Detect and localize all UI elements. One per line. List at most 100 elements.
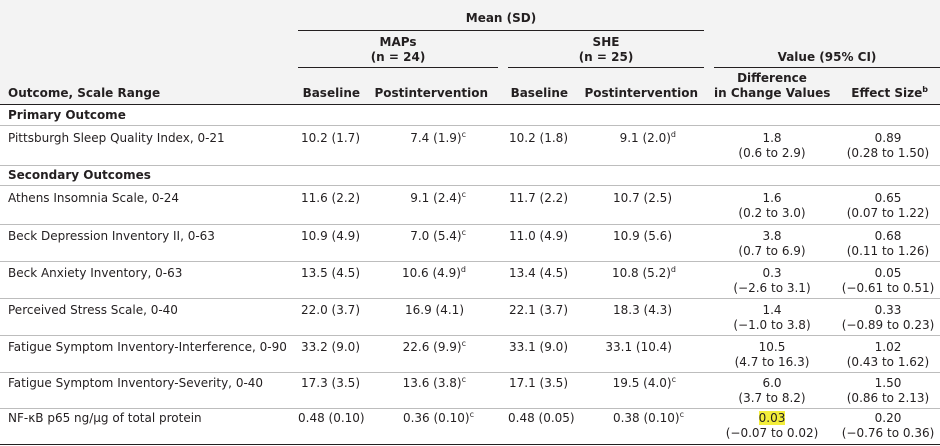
difference-ci: (4.7 to 16.3) bbox=[734, 355, 810, 369]
she-post-value: 10.9 (5.6) bbox=[613, 229, 672, 243]
mean-sd-header: Mean (SD) bbox=[465, 11, 537, 25]
she-baseline-value: 11.0 (4.9) bbox=[509, 229, 568, 243]
she-baseline-value: 13.4 (4.5) bbox=[509, 266, 568, 280]
difference-ci: (0.2 to 3.0) bbox=[738, 206, 806, 220]
highlighted-value: 0.03 bbox=[758, 411, 786, 425]
outcome-label: NF-κB p65 ng/μg of total protein bbox=[8, 411, 202, 425]
row-rule bbox=[0, 408, 940, 409]
row-rule bbox=[0, 298, 940, 299]
she-post-value: 9.1 (2.0)d bbox=[619, 130, 676, 146]
maps-baseline-value: 10.9 (4.9) bbox=[301, 229, 360, 243]
difference-value: 0.3 bbox=[762, 266, 782, 280]
value-rule bbox=[714, 67, 940, 68]
she-baseline-header: Baseline bbox=[510, 86, 568, 100]
maps-post-value: 9.1 (2.4)c bbox=[410, 190, 466, 206]
difference-ci: (3.7 to 8.2) bbox=[738, 391, 806, 405]
row-rule bbox=[0, 165, 940, 166]
she-post-header: Postintervention bbox=[584, 86, 698, 100]
row-rule bbox=[0, 185, 940, 186]
row-rule bbox=[0, 224, 940, 225]
effect-size-value: 0.33 bbox=[874, 303, 902, 317]
maps-post-value: 16.9 (4.1) bbox=[405, 303, 464, 317]
mean-sd-rule bbox=[298, 30, 704, 31]
she-rule bbox=[508, 67, 704, 68]
difference-ci: (0.6 to 2.9) bbox=[738, 146, 806, 160]
she-baseline-value: 22.1 (3.7) bbox=[509, 303, 568, 317]
she-post-value: 33.1 (10.4) bbox=[605, 340, 672, 354]
outcome-label: Pittsburgh Sleep Quality Index, 0-21 bbox=[8, 131, 225, 145]
she-post-value: 10.8 (5.2)d bbox=[611, 265, 676, 281]
effect-size-value: 1.50 bbox=[874, 376, 902, 390]
section-secondary: Secondary Outcomes bbox=[8, 168, 151, 182]
she-post-value: 18.3 (4.3) bbox=[613, 303, 672, 317]
maps-post-value: 0.36 (0.10)c bbox=[402, 410, 474, 426]
outcome-label: Beck Anxiety Inventory, 0-63 bbox=[8, 266, 183, 280]
difference-value: 1.6 bbox=[762, 191, 782, 205]
maps-n-header: (n = 24) bbox=[370, 50, 426, 64]
maps-baseline-value: 22.0 (3.7) bbox=[301, 303, 360, 317]
value-ci-header: Value (95% CI) bbox=[777, 50, 877, 64]
effect-size-value: 1.02 bbox=[874, 340, 902, 354]
outcome-col-header: Outcome, Scale Range bbox=[8, 86, 161, 100]
maps-rule bbox=[298, 67, 498, 68]
row-rule bbox=[0, 261, 940, 262]
effect-size-ci: (0.43 to 1.62) bbox=[846, 355, 930, 369]
she-baseline-value: 17.1 (3.5) bbox=[509, 376, 568, 390]
maps-post-value: 7.4 (1.9)c bbox=[410, 130, 466, 146]
she-post-value: 19.5 (4.0)c bbox=[612, 375, 676, 391]
header-band bbox=[0, 0, 940, 104]
she-baseline-value: 11.7 (2.2) bbox=[509, 191, 568, 205]
effect-size-value: 0.89 bbox=[874, 131, 902, 145]
difference-ci: (0.7 to 6.9) bbox=[738, 244, 806, 258]
difference-ci: (−0.07 to 0.02) bbox=[725, 426, 819, 440]
effect-size-value: 0.20 bbox=[874, 411, 902, 425]
outcome-label: Athens Insomnia Scale, 0-24 bbox=[8, 191, 180, 205]
maps-baseline-value: 33.2 (9.0) bbox=[301, 340, 360, 354]
she-n-header: (n = 25) bbox=[578, 50, 634, 64]
difference-ci: (−1.0 to 3.8) bbox=[733, 318, 811, 332]
effect-size-ci: (−0.61 to 0.51) bbox=[841, 281, 935, 295]
difference-value: 1.4 bbox=[762, 303, 782, 317]
effect-size-ci: (0.28 to 1.50) bbox=[846, 146, 930, 160]
effect-size-value: 0.68 bbox=[874, 229, 902, 243]
header-rule bbox=[0, 104, 940, 105]
maps-post-value: 13.6 (3.8)c bbox=[402, 375, 466, 391]
effect-size-value: 0.05 bbox=[874, 266, 902, 280]
maps-baseline-value: 11.6 (2.2) bbox=[301, 191, 360, 205]
effect-size-ci: (0.07 to 1.22) bbox=[846, 206, 930, 220]
maps-post-header: Postintervention bbox=[374, 86, 488, 100]
difference-value: 6.0 bbox=[762, 376, 782, 390]
difference-value: 1.8 bbox=[762, 131, 782, 145]
effect-size-value: 0.65 bbox=[874, 191, 902, 205]
maps-baseline-value: 17.3 (3.5) bbox=[301, 376, 360, 390]
row-rule bbox=[0, 372, 940, 373]
outcome-label: Perceived Stress Scale, 0-40 bbox=[8, 303, 178, 317]
maps-baseline-value: 13.5 (4.5) bbox=[301, 266, 360, 280]
outcome-label: Beck Depression Inventory II, 0-63 bbox=[8, 229, 215, 243]
row-rule bbox=[0, 335, 940, 336]
bottom-rule bbox=[0, 444, 940, 445]
she-post-value: 10.7 (2.5) bbox=[613, 191, 672, 205]
effect-size-ci: (−0.76 to 0.36) bbox=[841, 426, 935, 440]
she-baseline-value: 0.48 (0.05) bbox=[508, 411, 575, 425]
she-baseline-value: 10.2 (1.8) bbox=[509, 131, 568, 145]
difference-value: 0.03 bbox=[714, 411, 830, 426]
maps-post-value: 7.0 (5.4)c bbox=[410, 228, 466, 244]
effect-size-ci: (−0.89 to 0.23) bbox=[841, 318, 935, 332]
maps-post-value: 22.6 (9.9)c bbox=[402, 339, 466, 355]
maps-baseline-value: 0.48 (0.10) bbox=[298, 411, 365, 425]
difference-value: 10.5 bbox=[758, 340, 786, 354]
row-rule bbox=[0, 125, 940, 126]
maps-baseline-value: 10.2 (1.7) bbox=[301, 131, 360, 145]
outcome-label: Fatigue Symptom Inventory-Interference, … bbox=[8, 340, 287, 354]
she-baseline-value: 33.1 (9.0) bbox=[509, 340, 568, 354]
maps-group-header: MAPs bbox=[379, 35, 417, 49]
she-post-value: 0.38 (0.10)c bbox=[612, 410, 684, 426]
effect-size-ci: (0.86 to 2.13) bbox=[846, 391, 930, 405]
maps-baseline-header: Baseline bbox=[302, 86, 360, 100]
outcome-label: Fatigue Symptom Inventory-Severity, 0-40 bbox=[8, 376, 264, 390]
she-group-header: SHE bbox=[592, 35, 620, 49]
effect-size-ci: (0.11 to 1.26) bbox=[846, 244, 930, 258]
maps-post-value: 10.6 (4.9)d bbox=[401, 265, 466, 281]
